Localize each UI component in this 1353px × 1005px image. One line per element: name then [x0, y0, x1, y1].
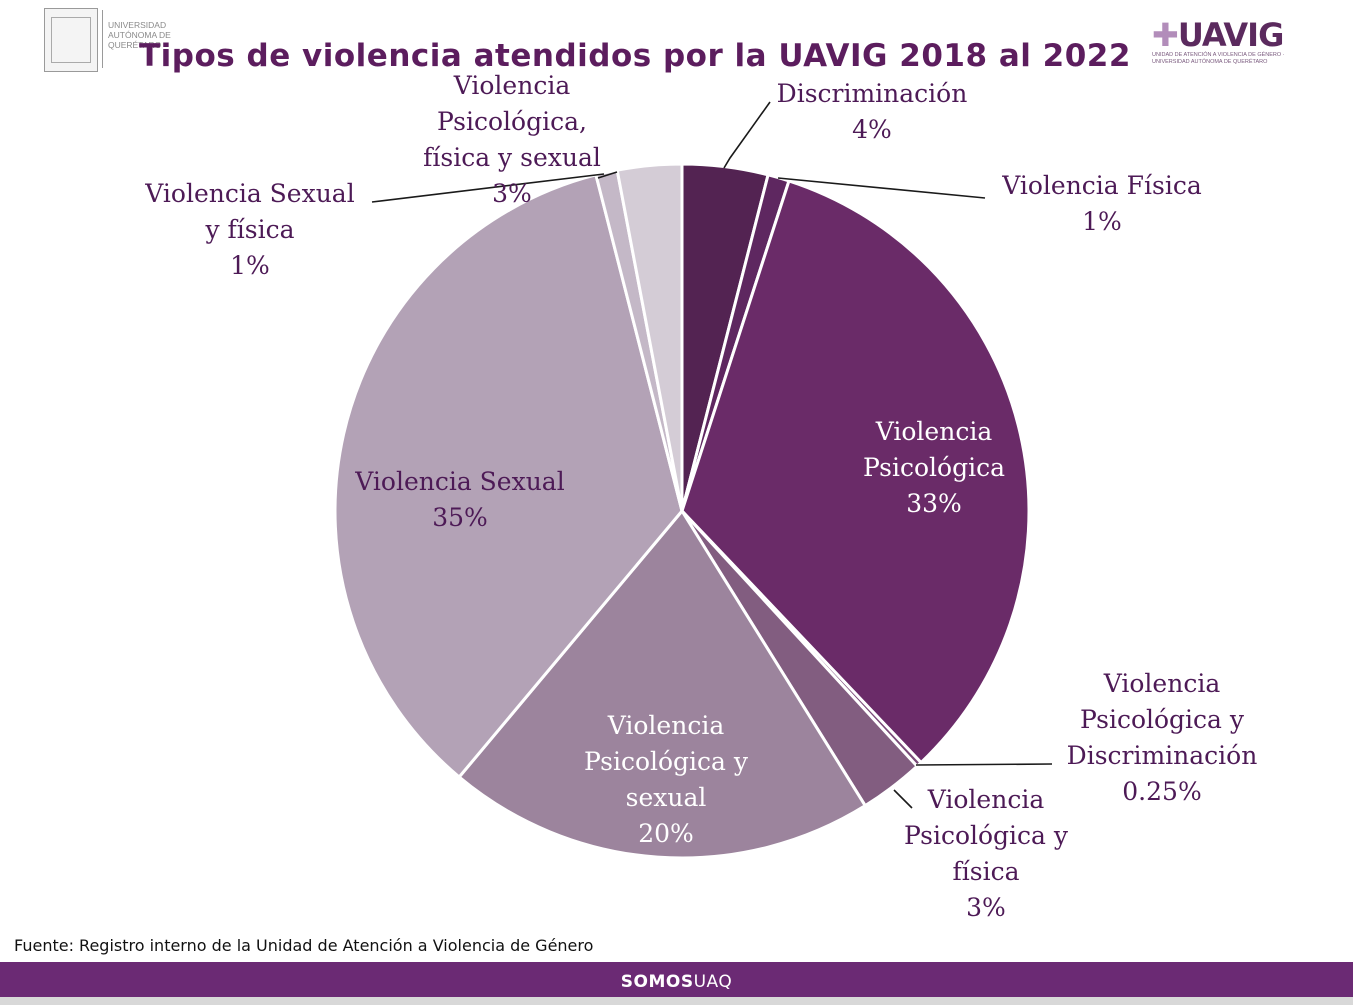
slice-label-line: Violencia	[607, 711, 725, 740]
uaq-crest-icon	[44, 8, 98, 72]
chart-title: Tipos de violencia atendidos por la UAVI…	[139, 38, 1131, 74]
slice-label-line: Discriminación	[777, 79, 968, 108]
uaq-logo-text: Universidad Autónoma de Querétaro	[108, 20, 171, 50]
bottom-strip	[0, 997, 1353, 1005]
slice-label: Violencia Psicológica y Discriminación 0.25…	[1067, 669, 1258, 806]
slice-label-line: Violencia Sexual	[144, 179, 354, 208]
pie-slice	[680, 179, 1031, 765]
slice-label-line: Violencia Física	[1001, 171, 1202, 200]
slice-label-line: Violencia Sexual	[354, 467, 564, 496]
slice-label: Violencia Psicológica y sexual 20%	[584, 711, 749, 848]
slice-label-line: Psicológica,	[437, 107, 587, 136]
slice-label-line: 33%	[906, 489, 962, 518]
slice-label-line: Violencia	[927, 785, 1045, 814]
footer-brand: SOMOSUAQ	[0, 972, 1353, 992]
slice-label: Violencia Psicológica, física y sexual 3%	[423, 71, 601, 208]
slice-label-line: física y sexual	[423, 143, 601, 172]
slice-label-line: Psicológica y	[1080, 705, 1245, 734]
pie-slice	[333, 173, 684, 780]
footer-bar: SOMOSUAQ	[0, 962, 1353, 997]
slice-label-line: 4%	[852, 115, 892, 144]
slice-label: Violencia Sexual 35%	[354, 467, 564, 532]
slice-label: Violencia Psicológica 33%	[863, 417, 1005, 518]
logo-divider	[102, 10, 103, 68]
slice-label: Violencia Psicológica y física 3%	[904, 785, 1069, 922]
slice-label-line: Psicológica y	[584, 747, 749, 776]
slice-label: Discriminación 4%	[777, 79, 968, 144]
leader-line	[723, 101, 771, 169]
footer-brand-thin: UAQ	[693, 972, 733, 992]
uaq-logo: Universidad Autónoma de Querétaro	[44, 8, 184, 72]
pie-slice	[457, 508, 868, 860]
source-note: Fuente: Registro interno de la Unidad de…	[14, 936, 594, 955]
slice-label-line: Violencia	[453, 71, 571, 100]
slice-label-line: 1%	[1082, 207, 1122, 236]
uavig-logo: ✚UAVIG Unidad de Atención a Violencia de…	[1150, 14, 1300, 74]
uavig-logo-subtitle: Unidad de Atención a Violencia de Género…	[1152, 52, 1285, 65]
slice-label-line: 3%	[492, 179, 532, 208]
slice-label-line: y física	[204, 215, 294, 244]
leader-line	[777, 177, 986, 199]
slice-label-line: 20%	[638, 819, 694, 848]
slice-label-line: física	[953, 857, 1020, 886]
slice-label-line: sexual	[626, 783, 707, 812]
leader-line	[371, 173, 605, 203]
slice-label-line: 1%	[230, 251, 270, 280]
slice-label-line: 35%	[432, 503, 488, 532]
pie-slice	[615, 162, 684, 512]
slice-label-line: Violencia	[875, 417, 993, 446]
slice-label-line: Violencia	[1103, 669, 1221, 698]
leader-line	[915, 763, 1053, 766]
slice-label-line: 3%	[966, 893, 1006, 922]
slice-label-line: Psicológica	[863, 453, 1005, 482]
slice-label: Violencia Física 1%	[1001, 171, 1202, 236]
slice-label-line: 0.25%	[1122, 777, 1201, 806]
footer-brand-bold: SOMOS	[620, 972, 694, 992]
slice-label: Violencia Sexual y física 1%	[144, 179, 354, 280]
leader-line	[597, 171, 618, 179]
uavig-logo-mark: UAVIG	[1177, 16, 1285, 54]
slice-label-line: Psicológica y	[904, 821, 1069, 850]
leader-line	[893, 789, 913, 809]
slice-label-line: Discriminación	[1067, 741, 1258, 770]
uavig-cross-icon: ✚	[1152, 16, 1179, 54]
